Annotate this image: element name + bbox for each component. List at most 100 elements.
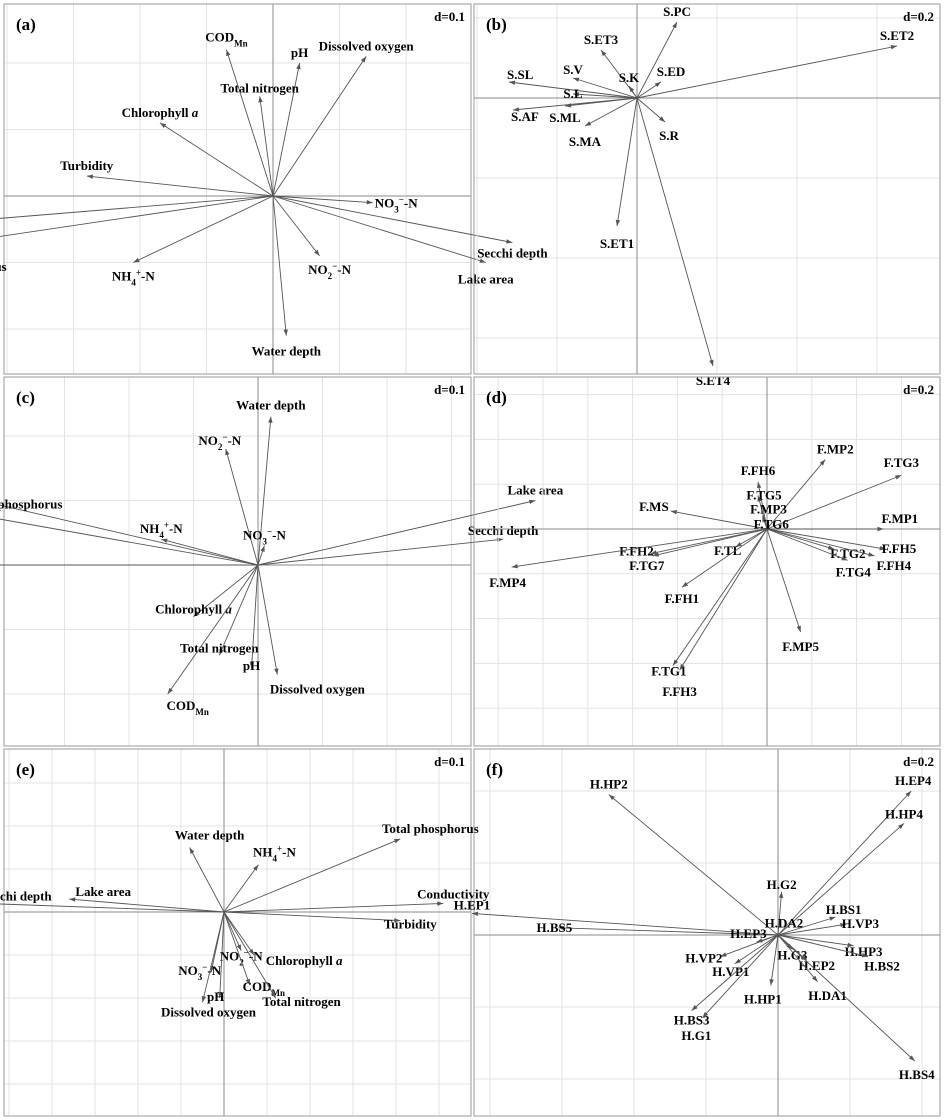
vector-label: H.HP2 [590,777,628,792]
vector-h-vp2: H.VP2 [685,934,779,966]
panel-frame [3,3,472,375]
vector-s-ma: S.MA [569,97,638,149]
vector-label: NO2−-N [198,432,241,452]
vector-f-tg1: F.TG1 [651,528,768,679]
vector-label: H.DA1 [808,988,847,1003]
vector-s-sl: S.SL [507,67,638,99]
vector-ph: pH [207,911,225,1004]
arrowhead [762,515,767,522]
panel-a: CODMn pH Dissolved oxygen Total nitrogen Chl… [0,3,548,375]
vector-ph: pH [272,45,308,197]
vector-s-k: S.K [619,70,640,99]
vector-water-depth: Water depth [236,398,306,566]
vector-label: Total nitrogen [221,80,300,95]
arrowhead [905,791,912,797]
vector-arrow [223,911,255,956]
scale-label: d=0.2 [903,9,934,24]
vector-label: NO2−-N [220,948,263,968]
arrowhead [260,545,265,553]
arrowhead [189,847,195,854]
vector-label: H.HP4 [885,806,923,821]
vector-f-mp1: F.MP1 [767,511,918,532]
vector-arrow [223,902,444,913]
arrowhead [161,538,168,543]
vector-arrow [225,448,259,566]
vector-arrow [0,903,225,913]
grid [4,377,471,746]
vector-water-depth: Water depth [252,195,322,359]
vector-arrow [777,934,869,958]
panel-c: Water depth NO2−-N ConductivityTotal phosp… [0,376,564,747]
vector-label: CODMn [243,979,285,998]
vector-label: Lake area [507,483,563,498]
vector-f-mp3: F.MP3 [750,502,787,530]
vector-arrow [223,911,401,922]
vector-arrow [777,823,905,936]
vector-label: Total nitrogen [180,640,259,655]
vector-label: F.TG4 [836,564,872,579]
vector-label: H.G3 [777,947,807,962]
scale-label: d=0.2 [903,754,934,769]
grid [4,4,471,374]
vector-arrow [777,934,854,947]
arrowhead [226,49,231,57]
vector-arrow [679,528,768,671]
arrowhead [529,499,536,505]
vector-label: S.ET3 [584,32,619,47]
vector-arrow [766,528,875,557]
arrowhead [585,121,592,126]
vector-label: Water depth [252,344,322,359]
arrowhead [479,258,486,263]
vector-codmn: CODMn [223,911,285,998]
vector-label: S.MA [569,134,602,149]
arrowhead [268,416,273,423]
vector-label: S.PC [663,4,691,19]
arrowhead [735,542,742,547]
arrowhead [601,50,607,57]
panel-tag: (f) [486,760,503,779]
vector-arrow [226,49,274,197]
vector-s-et3: S.ET3 [584,32,638,99]
vector-arrow [766,474,902,530]
vector-total-nitrogen: Total nitrogen [223,911,342,1009]
vector-total-phosphorus: Total phosphorus [0,496,259,566]
scale-label: d=0.1 [434,382,465,397]
vector-label: Lake area [75,884,131,899]
vector-label: F.TG3 [884,455,920,470]
vector-h-g2: H.G2 [767,877,797,936]
vector-label: F.TG2 [830,546,865,561]
arrowhead [219,648,224,656]
panel-tag: (e) [16,760,35,779]
arrowhead [225,448,230,456]
grid [474,377,940,746]
vector-turbidity: Turbidity [0,564,258,566]
vector-label: H.BS3 [674,1013,710,1028]
vector-label: CODMn [167,698,209,717]
arrowhead [786,943,793,950]
vector-f-tg2: F.TG2 [766,528,865,561]
vector-arrow [735,528,768,548]
vector-arrow [0,195,274,219]
vector-arrow [558,927,779,936]
vector-label: Total phosphorus [0,259,7,274]
vector-arrow [259,96,274,197]
vector-s-v: S.V [563,62,638,99]
arrowhead [86,174,94,179]
vector-label: H.BS5 [537,920,573,935]
vector-arrow [86,175,274,197]
arrowhead [847,942,854,948]
arrowhead [201,995,207,1003]
vector-arrow [0,195,274,237]
vector-label: Chlorophyll a [122,105,199,120]
vector-h-bs1: H.BS1 [777,902,861,936]
vector-no3-n: NO3−-N [243,527,286,566]
vector-arrow [766,528,802,633]
vector-label: Secchi depth [0,888,52,903]
vector-turbidity: Turbidity [223,911,437,932]
vector-h-ep4: H.EP4 [777,773,932,936]
vector-dissolved-oxygen: Dissolved oxygen [161,911,257,1019]
vector-s-l: S.L [563,86,638,101]
vector-label: H.HP3 [845,944,883,959]
arrowhead [296,63,301,70]
